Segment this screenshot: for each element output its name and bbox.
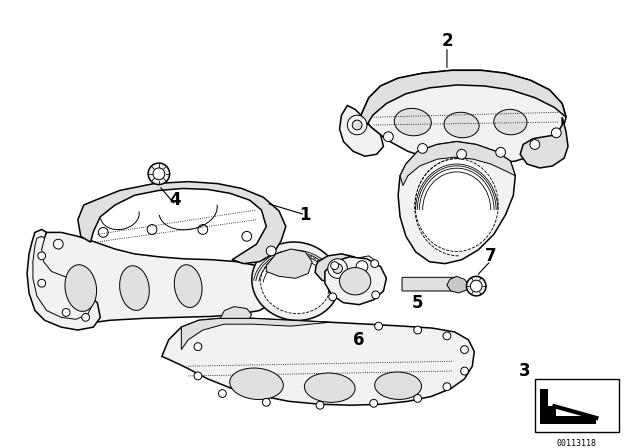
Polygon shape [266,249,312,278]
Circle shape [443,383,451,391]
Circle shape [333,263,342,273]
Text: 3: 3 [519,362,531,380]
Circle shape [153,168,164,180]
Polygon shape [162,319,474,405]
Ellipse shape [230,368,284,400]
Polygon shape [32,233,279,322]
Circle shape [38,252,45,260]
Text: 7: 7 [485,247,497,265]
Bar [540,416,596,424]
Polygon shape [540,388,556,416]
Circle shape [467,276,486,296]
Polygon shape [354,256,376,276]
Circle shape [352,120,362,130]
Circle shape [99,228,108,237]
Circle shape [383,132,393,142]
Ellipse shape [415,159,498,251]
Ellipse shape [394,108,431,136]
Circle shape [53,239,63,249]
Polygon shape [325,257,387,305]
Circle shape [38,279,45,287]
Circle shape [552,128,561,138]
Circle shape [413,395,422,402]
Circle shape [530,140,540,149]
Polygon shape [361,70,566,125]
Circle shape [266,246,276,256]
Circle shape [62,309,70,316]
Circle shape [418,143,428,153]
Circle shape [147,224,157,234]
Polygon shape [27,229,100,330]
Ellipse shape [260,253,331,314]
Circle shape [316,401,324,409]
Polygon shape [520,117,568,168]
Circle shape [242,232,252,241]
Ellipse shape [65,265,97,311]
Ellipse shape [494,109,527,135]
Bar [535,379,619,431]
Circle shape [262,398,270,406]
Circle shape [356,261,368,272]
Circle shape [443,332,451,340]
Circle shape [331,262,339,270]
Text: 6: 6 [353,331,365,349]
Ellipse shape [252,242,339,320]
Polygon shape [33,236,93,319]
Circle shape [194,343,202,350]
Circle shape [348,115,367,135]
Text: 00113118: 00113118 [557,439,597,448]
Ellipse shape [340,267,371,295]
Text: 2: 2 [441,32,452,50]
Circle shape [198,224,208,234]
Ellipse shape [120,266,149,310]
FancyBboxPatch shape [402,277,458,291]
Polygon shape [78,181,286,263]
Circle shape [461,367,468,375]
Polygon shape [447,276,468,293]
Polygon shape [398,142,515,263]
Circle shape [413,326,422,334]
Ellipse shape [174,265,202,307]
Ellipse shape [444,112,479,138]
Circle shape [374,322,383,330]
Polygon shape [315,254,359,283]
Polygon shape [181,319,330,349]
Circle shape [372,291,380,299]
Circle shape [328,259,348,278]
Circle shape [194,372,202,380]
Polygon shape [400,142,515,185]
Polygon shape [340,105,383,156]
Text: 4: 4 [170,191,181,209]
Circle shape [461,346,468,353]
Polygon shape [361,70,566,164]
Circle shape [370,399,378,407]
Ellipse shape [305,373,355,402]
Circle shape [496,147,506,157]
Circle shape [218,390,227,397]
Circle shape [82,314,90,321]
Ellipse shape [374,372,422,400]
Circle shape [329,293,337,301]
Text: 1: 1 [300,206,311,224]
Text: 5: 5 [412,294,424,312]
Circle shape [148,163,170,185]
Circle shape [470,280,482,292]
Circle shape [457,149,467,159]
Polygon shape [220,306,252,319]
Circle shape [371,260,379,267]
